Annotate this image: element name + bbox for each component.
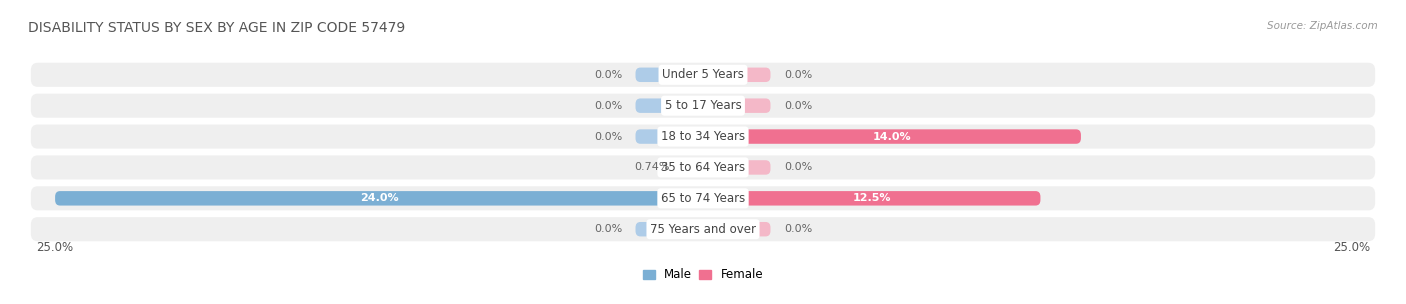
- FancyBboxPatch shape: [636, 129, 703, 144]
- FancyBboxPatch shape: [683, 160, 703, 175]
- Text: 0.0%: 0.0%: [593, 224, 621, 234]
- FancyBboxPatch shape: [703, 160, 770, 175]
- FancyBboxPatch shape: [31, 217, 1375, 241]
- Text: 25.0%: 25.0%: [37, 241, 73, 254]
- FancyBboxPatch shape: [31, 63, 1375, 87]
- FancyBboxPatch shape: [636, 67, 703, 82]
- FancyBboxPatch shape: [703, 129, 1081, 144]
- Text: 0.0%: 0.0%: [593, 101, 621, 111]
- Text: 0.0%: 0.0%: [593, 132, 621, 142]
- Text: DISABILITY STATUS BY SEX BY AGE IN ZIP CODE 57479: DISABILITY STATUS BY SEX BY AGE IN ZIP C…: [28, 21, 405, 35]
- Text: 75 Years and over: 75 Years and over: [650, 223, 756, 236]
- FancyBboxPatch shape: [31, 94, 1375, 118]
- Legend: Male, Female: Male, Female: [638, 264, 768, 286]
- Text: 65 to 74 Years: 65 to 74 Years: [661, 192, 745, 205]
- FancyBboxPatch shape: [55, 191, 703, 206]
- Text: 12.5%: 12.5%: [852, 193, 891, 203]
- Text: 24.0%: 24.0%: [360, 193, 398, 203]
- FancyBboxPatch shape: [703, 222, 770, 237]
- Text: 14.0%: 14.0%: [873, 132, 911, 142]
- Text: Source: ZipAtlas.com: Source: ZipAtlas.com: [1267, 21, 1378, 31]
- FancyBboxPatch shape: [31, 125, 1375, 149]
- FancyBboxPatch shape: [703, 67, 770, 82]
- Text: 0.74%: 0.74%: [634, 162, 669, 172]
- Text: 0.0%: 0.0%: [785, 162, 813, 172]
- FancyBboxPatch shape: [31, 186, 1375, 210]
- Text: 35 to 64 Years: 35 to 64 Years: [661, 161, 745, 174]
- Text: 0.0%: 0.0%: [785, 101, 813, 111]
- FancyBboxPatch shape: [703, 191, 1040, 206]
- Text: 25.0%: 25.0%: [1333, 241, 1369, 254]
- Text: Under 5 Years: Under 5 Years: [662, 68, 744, 81]
- Text: 0.0%: 0.0%: [785, 224, 813, 234]
- Text: 5 to 17 Years: 5 to 17 Years: [665, 99, 741, 112]
- Text: 0.0%: 0.0%: [785, 70, 813, 80]
- FancyBboxPatch shape: [703, 98, 770, 113]
- Text: 18 to 34 Years: 18 to 34 Years: [661, 130, 745, 143]
- FancyBboxPatch shape: [636, 222, 703, 237]
- FancyBboxPatch shape: [31, 155, 1375, 179]
- Text: 0.0%: 0.0%: [593, 70, 621, 80]
- FancyBboxPatch shape: [636, 98, 703, 113]
